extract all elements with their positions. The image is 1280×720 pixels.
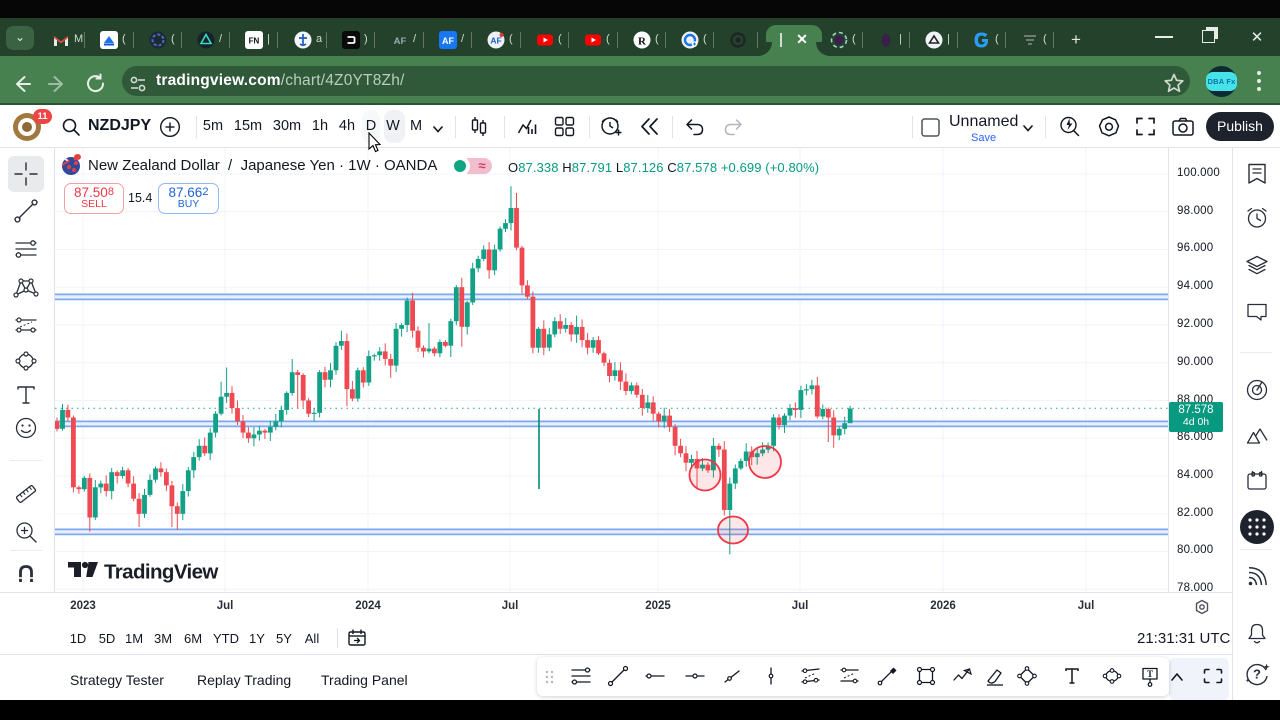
svg-text:TradingView: TradingView xyxy=(104,561,218,584)
svg-text:AF: AF xyxy=(394,36,407,47)
svg-text:R: R xyxy=(638,36,647,48)
svg-text:AF: AF xyxy=(490,36,501,46)
svg-text:?: ? xyxy=(1253,667,1261,682)
svg-text:FN: FN xyxy=(249,37,260,46)
svg-text:AF: AF xyxy=(442,36,454,46)
svg-text:T: T xyxy=(1147,669,1153,679)
